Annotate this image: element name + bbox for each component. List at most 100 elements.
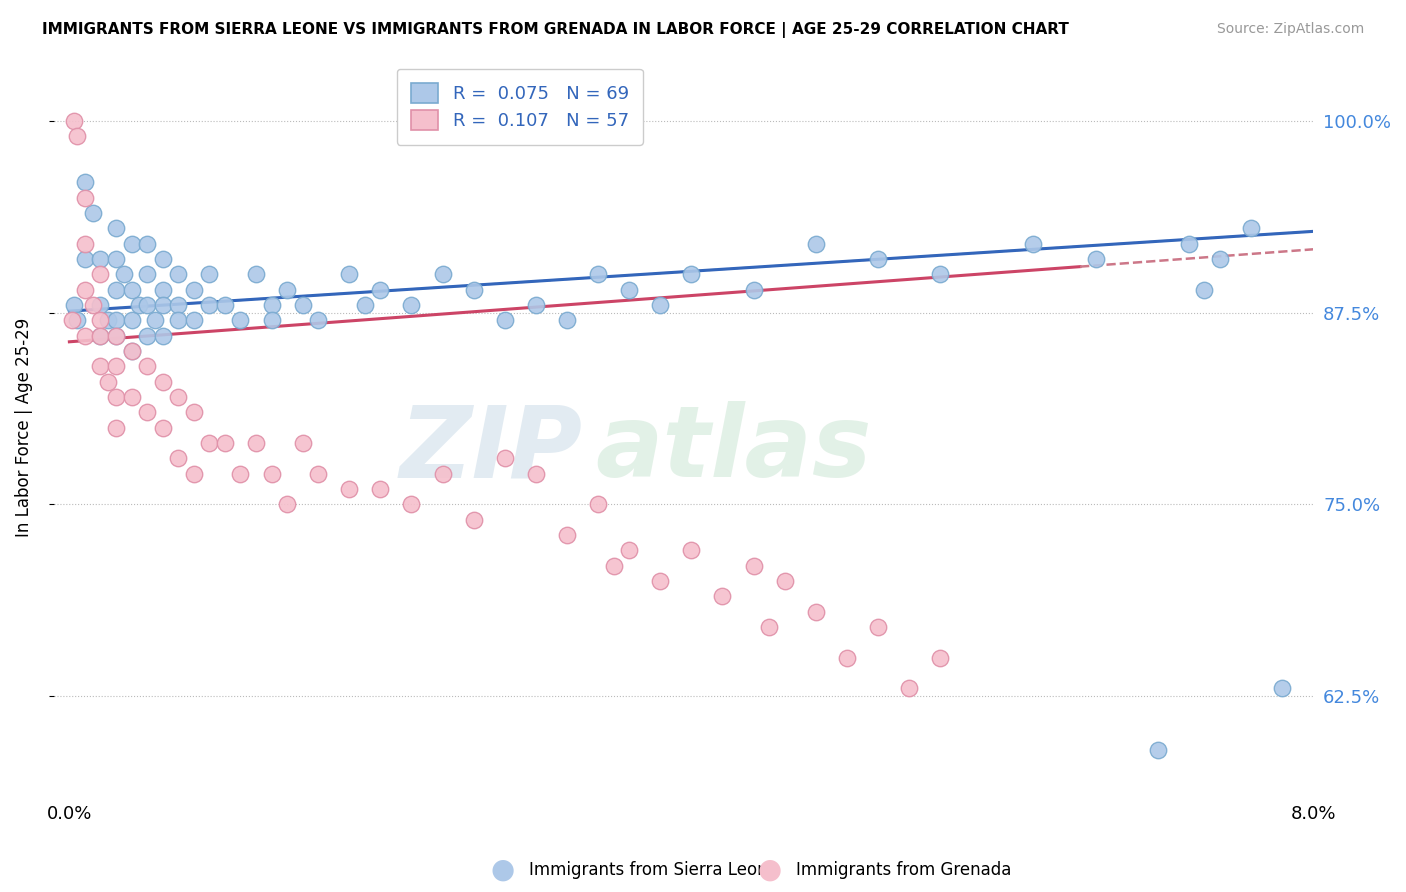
Point [463,283,485,297]
Point [89,268,111,282]
Point [276,283,298,297]
Point [128,298,150,312]
Point [586,497,609,511]
Point [866,620,889,634]
Point [143,313,166,327]
Point [602,558,624,573]
Point [463,513,485,527]
Point [650,574,672,588]
Text: Immigrants from Grenada: Immigrants from Grenada [796,861,1011,879]
Text: IMMIGRANTS FROM SIERRA LEONE VS IMMIGRANTS FROM GRENADA IN LABOR FORCE | AGE 25-: IMMIGRANTS FROM SIERRA LEONE VS IMMIGRAN… [42,22,1069,38]
Point [136,298,159,312]
Point [89,328,111,343]
Point [121,390,143,404]
Point [353,298,375,312]
Point [183,405,205,419]
Text: ●: ● [758,855,782,884]
Point [167,451,190,466]
Point [804,605,827,619]
Point [229,467,252,481]
Point [1022,236,1045,251]
Point [929,650,952,665]
Point [183,313,205,327]
Point [167,313,190,327]
Point [152,375,174,389]
Point [681,543,703,558]
Point [432,467,454,481]
Point [121,343,143,358]
Point [105,328,128,343]
Point [773,574,796,588]
Point [229,313,252,327]
Point [198,268,221,282]
Point [866,252,889,266]
Point [167,298,190,312]
Point [524,298,547,312]
Point [63,298,86,312]
Point [401,298,423,312]
Point [198,298,221,312]
Point [183,283,205,297]
Point [370,283,392,297]
Point [66,313,89,327]
Point [198,436,221,450]
Point [276,497,298,511]
Point [121,236,143,251]
Point [432,268,454,282]
Point [105,390,128,404]
Point [73,236,96,251]
Point [152,283,174,297]
Point [650,298,672,312]
Point [136,359,159,374]
Point [898,681,921,696]
Text: ZIP: ZIP [399,401,583,499]
Point [105,283,128,297]
Point [555,528,578,542]
Point [136,268,159,282]
Point [73,175,96,189]
Point [337,268,360,282]
Point [681,268,703,282]
Point [1194,283,1216,297]
Point [617,283,640,297]
Point [929,268,952,282]
Text: atlas: atlas [595,401,872,499]
Point [494,313,516,327]
Point [105,313,128,327]
Point [337,482,360,496]
Point [136,405,159,419]
Point [1271,681,1294,696]
Point [245,436,267,450]
Text: Immigrants from Sierra Leone: Immigrants from Sierra Leone [529,861,778,879]
Point [214,298,236,312]
Point [105,328,128,343]
Point [105,359,128,374]
Point [121,313,143,327]
Point [73,283,96,297]
Point [1178,236,1201,251]
Point [121,283,143,297]
Point [494,451,516,466]
Text: ●: ● [491,855,515,884]
Point [89,252,111,266]
Point [112,268,135,282]
Point [586,268,609,282]
Point [89,313,111,327]
Point [62,313,84,327]
Point [307,313,329,327]
Point [97,375,120,389]
Point [167,268,190,282]
Point [152,252,174,266]
Point [742,283,765,297]
Y-axis label: In Labor Force | Age 25-29: In Labor Force | Age 25-29 [15,318,32,537]
Point [105,252,128,266]
Point [105,420,128,434]
Point [73,252,96,266]
Point [136,328,159,343]
Point [82,206,104,220]
Point [73,191,96,205]
Point [152,328,174,343]
Point [291,298,314,312]
Point [804,236,827,251]
Point [245,268,267,282]
